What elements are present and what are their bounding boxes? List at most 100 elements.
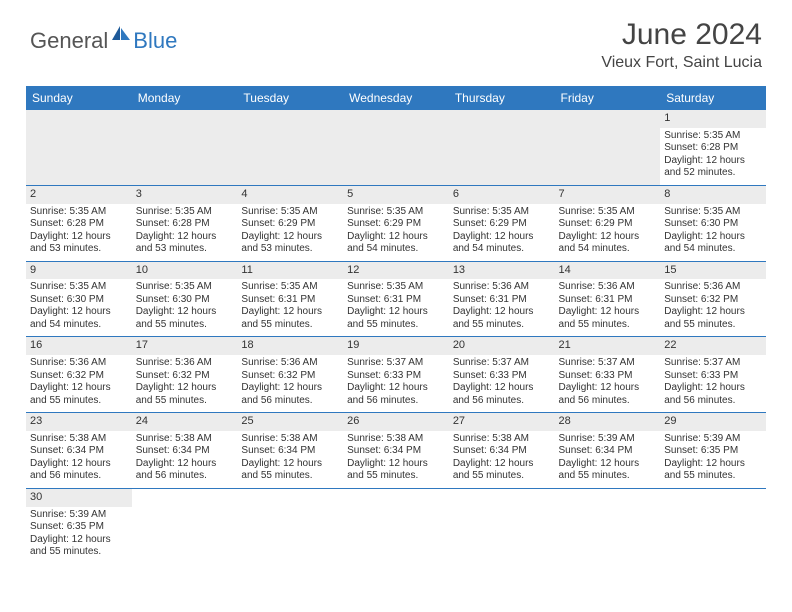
sunset-line: Sunset: 6:34 PM — [453, 445, 551, 458]
sunset-line: Sunset: 6:34 PM — [347, 445, 445, 458]
calendar-blank-cell — [343, 488, 449, 563]
daylight-line: Daylight: 12 hours and 55 minutes. — [347, 458, 445, 483]
day-number: 18 — [237, 337, 343, 355]
calendar-day-cell: 3Sunrise: 5:35 AMSunset: 6:28 PMDaylight… — [132, 185, 238, 261]
calendar-row: 1Sunrise: 5:35 AMSunset: 6:28 PMDaylight… — [26, 110, 766, 185]
calendar-day-cell: 1Sunrise: 5:35 AMSunset: 6:28 PMDaylight… — [660, 110, 766, 185]
daylight-line: Daylight: 12 hours and 55 minutes. — [559, 306, 657, 331]
calendar-day-cell: 26Sunrise: 5:38 AMSunset: 6:34 PMDayligh… — [343, 413, 449, 489]
calendar-day-cell: 4Sunrise: 5:35 AMSunset: 6:29 PMDaylight… — [237, 185, 343, 261]
sunset-line: Sunset: 6:28 PM — [664, 142, 762, 155]
calendar-table: Sunday Monday Tuesday Wednesday Thursday… — [26, 86, 766, 564]
daylight-line: Daylight: 12 hours and 56 minutes. — [241, 382, 339, 407]
calendar-day-cell: 15Sunrise: 5:36 AMSunset: 6:32 PMDayligh… — [660, 261, 766, 337]
sunrise-line: Sunrise: 5:35 AM — [136, 206, 234, 219]
sunrise-line: Sunrise: 5:38 AM — [347, 433, 445, 446]
day-number: 2 — [26, 186, 132, 204]
calendar-day-cell: 11Sunrise: 5:35 AMSunset: 6:31 PMDayligh… — [237, 261, 343, 337]
calendar-day-cell: 23Sunrise: 5:38 AMSunset: 6:34 PMDayligh… — [26, 413, 132, 489]
weekday-header-row: Sunday Monday Tuesday Wednesday Thursday… — [26, 86, 766, 110]
sunset-line: Sunset: 6:29 PM — [241, 218, 339, 231]
day-number: 16 — [26, 337, 132, 355]
brand-logo: General Blue — [30, 24, 177, 57]
sunset-line: Sunset: 6:33 PM — [347, 370, 445, 383]
daylight-line: Daylight: 12 hours and 55 minutes. — [241, 306, 339, 331]
calendar-day-cell: 7Sunrise: 5:35 AMSunset: 6:29 PMDaylight… — [555, 185, 661, 261]
daylight-line: Daylight: 12 hours and 56 minutes. — [136, 458, 234, 483]
calendar-row: 30Sunrise: 5:39 AMSunset: 6:35 PMDayligh… — [26, 488, 766, 563]
daylight-line: Daylight: 12 hours and 53 minutes. — [241, 231, 339, 256]
day-number: 1 — [660, 110, 766, 128]
brand-part1: General — [30, 28, 108, 54]
sunrise-line: Sunrise: 5:37 AM — [559, 357, 657, 370]
calendar-day-cell: 16 Sunrise: 5:36 AMSunset: 6:32 PMDayligh… — [26, 337, 132, 413]
sunset-line: Sunset: 6:30 PM — [30, 294, 128, 307]
day-number: 5 — [343, 186, 449, 204]
weekday-header: Thursday — [449, 86, 555, 110]
calendar-blank-cell — [555, 110, 661, 185]
daylight-line: Daylight: 12 hours and 52 minutes. — [664, 155, 762, 180]
sunset-line: Sunset: 6:30 PM — [664, 218, 762, 231]
calendar-day-cell: 12Sunrise: 5:35 AMSunset: 6:31 PMDayligh… — [343, 261, 449, 337]
sail-icon — [110, 24, 132, 47]
calendar-blank-cell — [132, 488, 238, 563]
weekday-header: Monday — [132, 86, 238, 110]
day-number: 13 — [449, 262, 555, 280]
brand-part2: Blue — [133, 28, 177, 54]
day-number: 23 — [26, 413, 132, 431]
calendar-blank-cell — [26, 110, 132, 185]
day-number: 7 — [555, 186, 661, 204]
sunrise-line: Sunrise: 5:36 AM — [136, 357, 234, 370]
daylight-line: Daylight: 12 hours and 55 minutes. — [30, 382, 128, 407]
sunset-line: Sunset: 6:30 PM — [136, 294, 234, 307]
weekday-header: Sunday — [26, 86, 132, 110]
calendar-blank-cell — [449, 488, 555, 563]
calendar-blank-cell — [449, 110, 555, 185]
sunset-line: Sunset: 6:34 PM — [241, 445, 339, 458]
sunset-line: Sunset: 6:34 PM — [136, 445, 234, 458]
location: Vieux Fort, Saint Lucia — [601, 54, 762, 72]
daylight-line: Daylight: 12 hours and 55 minutes. — [559, 458, 657, 483]
sunrise-line: Sunrise: 5:36 AM — [453, 281, 551, 294]
day-number: 14 — [555, 262, 661, 280]
day-number: 4 — [237, 186, 343, 204]
calendar-day-cell: 25Sunrise: 5:38 AMSunset: 6:34 PMDayligh… — [237, 413, 343, 489]
weekday-header: Saturday — [660, 86, 766, 110]
sunset-line: Sunset: 6:32 PM — [241, 370, 339, 383]
calendar-blank-cell — [555, 488, 661, 563]
day-number: 30 — [26, 489, 132, 507]
calendar-day-cell: 29Sunrise: 5:39 AMSunset: 6:35 PMDayligh… — [660, 413, 766, 489]
calendar-blank-cell — [343, 110, 449, 185]
daylight-line: Daylight: 12 hours and 54 minutes. — [347, 231, 445, 256]
daylight-line: Daylight: 12 hours and 55 minutes. — [30, 534, 128, 559]
sunrise-line: Sunrise: 5:35 AM — [664, 206, 762, 219]
sunrise-line: Sunrise: 5:35 AM — [241, 281, 339, 294]
sunrise-line: Sunrise: 5:35 AM — [453, 206, 551, 219]
sunrise-line: Sunrise: 5:36 AM — [30, 357, 128, 370]
calendar-day-cell: 21Sunrise: 5:37 AMSunset: 6:33 PMDayligh… — [555, 337, 661, 413]
daylight-line: Daylight: 12 hours and 54 minutes. — [453, 231, 551, 256]
daylight-line: Daylight: 12 hours and 54 minutes. — [664, 231, 762, 256]
day-number: 21 — [555, 337, 661, 355]
sunset-line: Sunset: 6:31 PM — [453, 294, 551, 307]
sunset-line: Sunset: 6:32 PM — [664, 294, 762, 307]
calendar-day-cell: 5Sunrise: 5:35 AMSunset: 6:29 PMDaylight… — [343, 185, 449, 261]
day-number: 25 — [237, 413, 343, 431]
sunrise-line: Sunrise: 5:39 AM — [664, 433, 762, 446]
daylight-line: Daylight: 12 hours and 54 minutes. — [30, 306, 128, 331]
sunset-line: Sunset: 6:31 PM — [559, 294, 657, 307]
sunrise-line: Sunrise: 5:35 AM — [136, 281, 234, 294]
daylight-line: Daylight: 12 hours and 55 minutes. — [664, 306, 762, 331]
calendar-day-cell: 6Sunrise: 5:35 AMSunset: 6:29 PMDaylight… — [449, 185, 555, 261]
calendar-row: 2Sunrise: 5:35 AMSunset: 6:28 PMDaylight… — [26, 185, 766, 261]
day-number: 22 — [660, 337, 766, 355]
calendar-day-cell: 27Sunrise: 5:38 AMSunset: 6:34 PMDayligh… — [449, 413, 555, 489]
calendar-row: 23Sunrise: 5:38 AMSunset: 6:34 PMDayligh… — [26, 413, 766, 489]
sunrise-line: Sunrise: 5:38 AM — [241, 433, 339, 446]
calendar-day-cell: 19Sunrise: 5:37 AMSunset: 6:33 PMDayligh… — [343, 337, 449, 413]
sunset-line: Sunset: 6:31 PM — [241, 294, 339, 307]
sunset-line: Sunset: 6:32 PM — [30, 370, 128, 383]
daylight-line: Daylight: 12 hours and 55 minutes. — [136, 382, 234, 407]
weekday-header: Wednesday — [343, 86, 449, 110]
day-number: 19 — [343, 337, 449, 355]
